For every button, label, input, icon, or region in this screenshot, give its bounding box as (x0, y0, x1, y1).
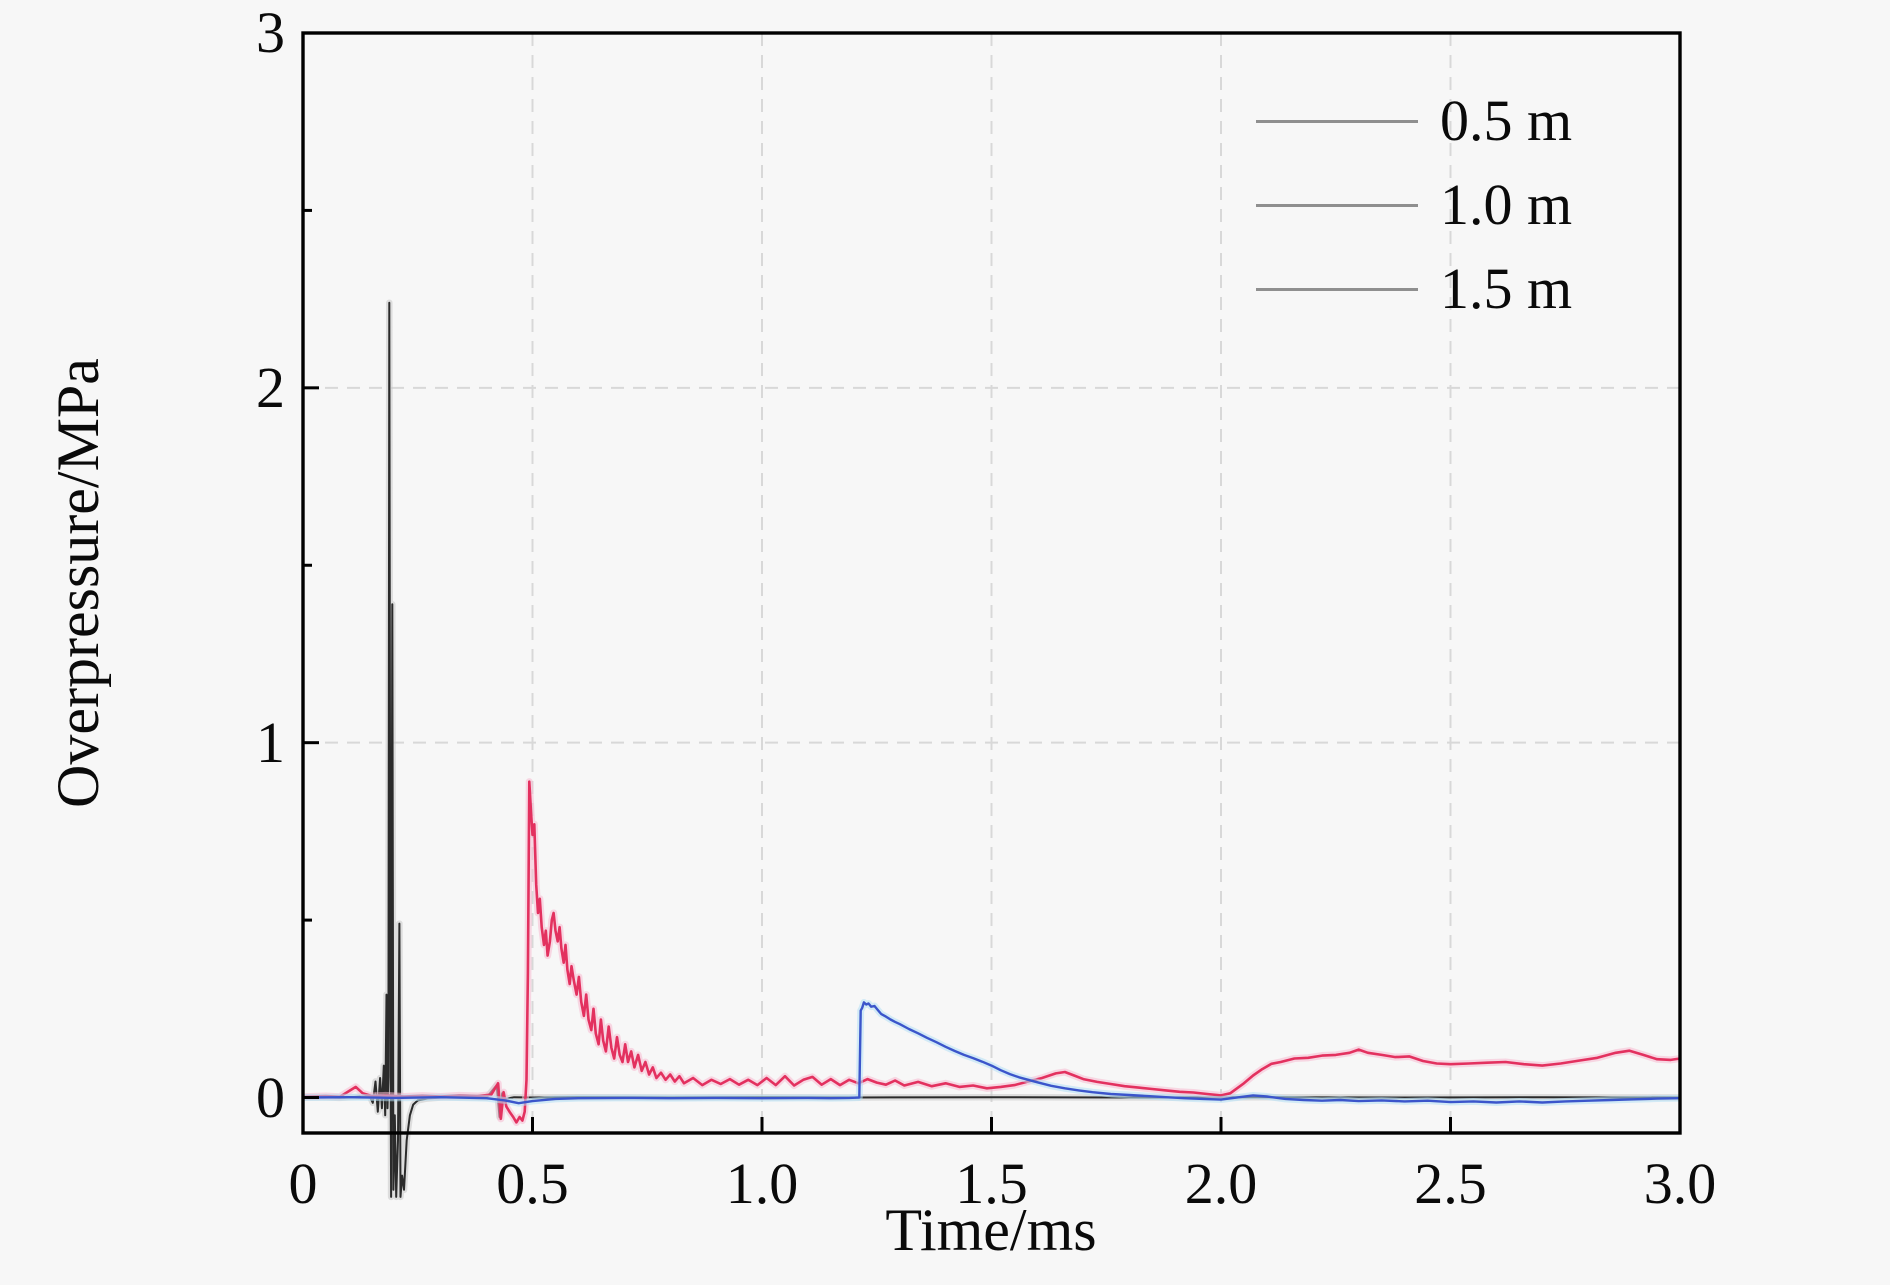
legend-line-sample-icon (1256, 119, 1418, 123)
legend-label: 1.5 m (1440, 256, 1573, 321)
x-tick-label: 2.5 (1414, 1151, 1487, 1216)
x-tick-label: 3.0 (1643, 1151, 1717, 1216)
y-tick-label: 1 (256, 709, 285, 775)
series-line-1.0m (302, 780, 1681, 1124)
legend-line-sample-icon (1256, 287, 1418, 291)
x-tick-label: 1.0 (725, 1151, 799, 1216)
legend-item: 1.0 m (1256, 172, 1572, 238)
x-axis-title: Time/ms (885, 1197, 1097, 1263)
x-tick-label: 0.5 (496, 1151, 569, 1216)
legend-item: 1.5 m (1256, 256, 1572, 322)
legend-line-sample-icon (1256, 203, 1418, 207)
x-tick-label: 1.5 (955, 1151, 1028, 1216)
legend-item: 0.5 m (1256, 88, 1572, 154)
y-tick-label: 0 (256, 1064, 285, 1130)
x-tick-label: 2.0 (1184, 1151, 1258, 1216)
legend: 0.5 m 1.0 m 1.5 m (1256, 88, 1572, 322)
series-line-1.5m (302, 1001, 1681, 1105)
y-tick-label: 3 (256, 0, 285, 65)
legend-label: 1.0 m (1440, 172, 1573, 237)
legend-label: 0.5 m (1440, 88, 1573, 153)
y-axis-title: Overpressure/MPa (45, 358, 111, 808)
x-tick-label: 0 (288, 1151, 318, 1216)
y-tick-label: 2 (256, 354, 285, 420)
